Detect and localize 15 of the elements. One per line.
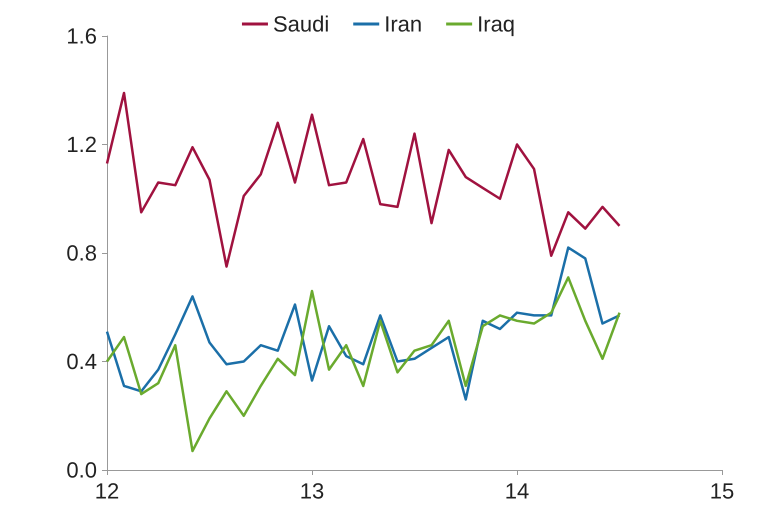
y-tick-label: 0.8: [66, 240, 97, 266]
line-series: [106, 92, 621, 268]
x-tick-label: 15: [710, 478, 734, 504]
x-tick-label: 12: [94, 478, 120, 504]
legend-label: Saudi: [272, 12, 330, 36]
y-tick-label: 1.6: [66, 24, 97, 48]
y-tick-label: 0.0: [66, 458, 97, 482]
legend-label: Iran: [384, 12, 422, 36]
line-series: [106, 246, 621, 401]
line-series: [106, 276, 621, 452]
y-tick-label: 1.2: [66, 132, 97, 157]
x-tick-label: 14: [504, 478, 530, 504]
x-tick-label: 13: [300, 478, 324, 504]
y-tick-label: 0.4: [66, 349, 97, 374]
legend-label: Iraq: [477, 12, 516, 36]
